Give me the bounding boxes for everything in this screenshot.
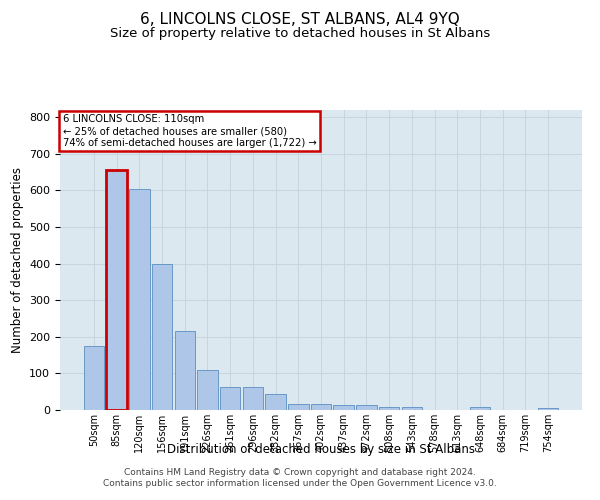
Bar	[288, 404, 308, 410]
Bar	[470, 407, 490, 410]
Bar	[106, 170, 127, 410]
Bar	[242, 387, 263, 410]
Bar	[152, 264, 172, 410]
Text: Size of property relative to detached houses in St Albans: Size of property relative to detached ho…	[110, 28, 490, 40]
Bar	[197, 370, 218, 410]
Bar	[84, 346, 104, 410]
Bar	[379, 408, 400, 410]
Bar	[175, 332, 195, 410]
Bar	[220, 387, 241, 410]
Bar	[334, 405, 354, 410]
Y-axis label: Number of detached properties: Number of detached properties	[11, 167, 23, 353]
Bar	[265, 394, 286, 410]
Bar	[401, 408, 422, 410]
Text: 6 LINCOLNS CLOSE: 110sqm
← 25% of detached houses are smaller (580)
74% of semi-: 6 LINCOLNS CLOSE: 110sqm ← 25% of detach…	[62, 114, 316, 148]
Text: 6, LINCOLNS CLOSE, ST ALBANS, AL4 9YQ: 6, LINCOLNS CLOSE, ST ALBANS, AL4 9YQ	[140, 12, 460, 28]
Bar	[129, 188, 149, 410]
Bar	[356, 405, 377, 410]
Text: Contains HM Land Registry data © Crown copyright and database right 2024.
Contai: Contains HM Land Registry data © Crown c…	[103, 468, 497, 487]
Text: Distribution of detached houses by size in St Albans: Distribution of detached houses by size …	[167, 442, 475, 456]
Bar	[311, 404, 331, 410]
Bar	[538, 408, 558, 410]
